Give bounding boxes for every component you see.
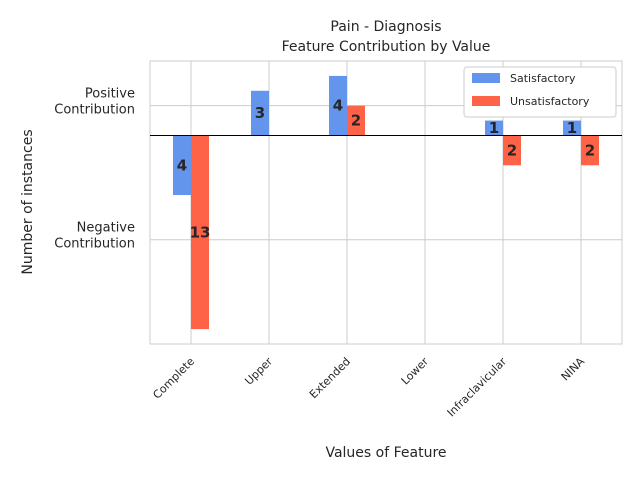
y-tick-label: Negative — [77, 221, 135, 236]
y-tick-label: Positive — [85, 87, 135, 102]
y-axis-label: Number of instances — [20, 129, 36, 274]
data-label: 4 — [333, 97, 343, 115]
chart-subtitle: Feature Contribution by Value — [282, 39, 491, 55]
bar-satisfactory-nina — [563, 120, 581, 136]
legend-box — [463, 66, 617, 118]
data-label: 2 — [507, 141, 517, 159]
bars — [173, 75, 599, 330]
y-tick-label: Contribution — [54, 103, 135, 118]
bar-satisfactory-complete — [173, 135, 191, 196]
bar-satisfactory-extended — [329, 75, 347, 136]
x-tick-label: Infraclavicular — [445, 355, 510, 420]
data-labels: 4 3 4 1 1 13 2 2 2 — [177, 97, 595, 242]
legend-swatch-unsatisfactory — [472, 96, 500, 106]
y-tick-label: Contribution — [54, 237, 135, 252]
data-label: 13 — [190, 223, 211, 241]
bar-satisfactory-infraclavicular — [485, 120, 503, 136]
x-tick-label: Upper — [242, 355, 275, 388]
data-label: 3 — [255, 104, 265, 122]
legend-label-satisfactory: Satisfactory — [510, 72, 576, 85]
data-label: 4 — [177, 156, 187, 174]
bar-unsatisfactory-extended — [347, 105, 365, 136]
legend-swatch-satisfactory — [472, 73, 500, 83]
bar-satisfactory-upper — [251, 90, 269, 136]
data-label: 2 — [351, 112, 361, 130]
bar-unsatisfactory-infraclavicular — [503, 135, 521, 166]
legend-label-unsatisfactory: Unsatisfactory — [510, 95, 590, 108]
x-tick-label: Extended — [307, 355, 353, 401]
data-label: 1 — [489, 119, 499, 137]
data-label: 2 — [585, 141, 595, 159]
chart-title: Pain - Diagnosis — [330, 19, 441, 35]
x-tick-label: Lower — [399, 355, 432, 388]
x-tick-labels: Complete Upper Extended Lower Infraclavicula… — [150, 355, 587, 420]
x-tick-label: Complete — [150, 355, 197, 402]
x-axis-label: Values of Feature — [325, 445, 446, 461]
bar-unsatisfactory-complete — [191, 135, 209, 330]
legend: Satisfactory Unsatisfactory — [463, 66, 617, 118]
bar-unsatisfactory-nina — [581, 135, 599, 166]
data-label: 1 — [567, 119, 577, 137]
x-tick-label: NINA — [559, 355, 588, 384]
